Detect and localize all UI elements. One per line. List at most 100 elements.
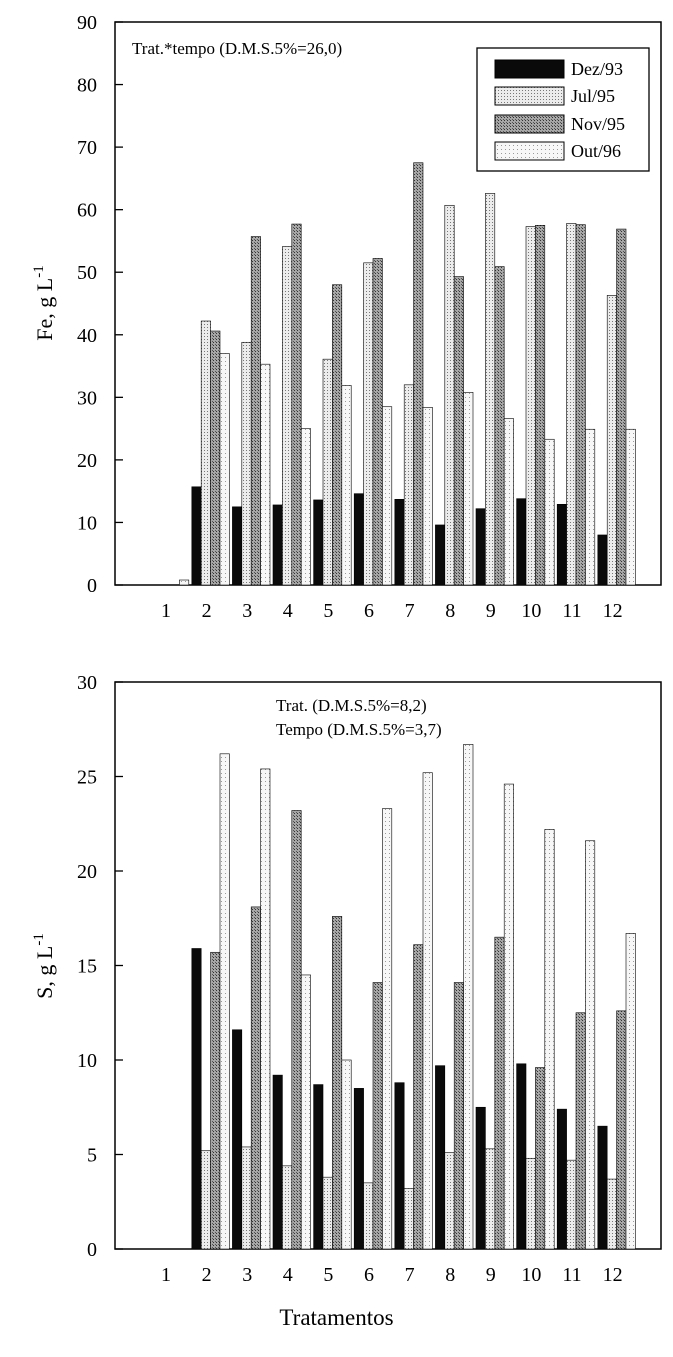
- s-bar-dez93: [353, 1088, 364, 1250]
- s-bar-out96: [300, 974, 311, 1250]
- fe-x-tick-label: 11: [562, 600, 581, 622]
- fe-x-tick-label: 10: [521, 600, 541, 622]
- s-bar-out96: [341, 1059, 352, 1250]
- s-bar-jul95: [241, 1146, 252, 1250]
- s-x-tick-label: 11: [562, 1264, 581, 1286]
- fe-bar-dez93: [353, 493, 364, 586]
- fe-y-tick-label: 20: [77, 450, 97, 472]
- s-bar-dez93: [475, 1106, 486, 1250]
- s-bar-dez93: [232, 1029, 243, 1250]
- fe-bar-jul95: [485, 193, 496, 586]
- fe-bar-nov95: [210, 330, 221, 586]
- s-bars: [191, 744, 636, 1250]
- s-bar-nov95: [616, 1010, 627, 1250]
- fe-bar-jul95: [241, 341, 252, 586]
- fe-y-tick-label: 60: [77, 200, 97, 222]
- fe-y-tick-label: 30: [77, 387, 97, 409]
- fe-bar-dez93: [556, 503, 567, 586]
- s-bar-jul95: [282, 1165, 293, 1250]
- legend-label-dez93: Dez/93: [571, 59, 623, 79]
- s-x-tick-label: 7: [405, 1264, 415, 1286]
- legend-entry-dez93: Dez/93: [494, 59, 623, 79]
- s-bar-dez93: [394, 1082, 405, 1250]
- s-bar-nov95: [453, 982, 464, 1250]
- s-y-tick-label: 30: [77, 672, 97, 694]
- s-bar-out96: [422, 772, 433, 1250]
- fe-bar-nov95: [453, 276, 464, 586]
- fe-bar-out96: [382, 406, 393, 586]
- fe-bar-out96: [422, 407, 433, 586]
- s-bar-jul95: [403, 1188, 414, 1250]
- s-bar-out96: [219, 753, 230, 1250]
- fe-bar-dez93: [232, 506, 243, 586]
- fe-bar-nov95: [575, 224, 586, 586]
- s-bar-nov95: [332, 916, 343, 1250]
- fe-bar-out96: [625, 428, 636, 586]
- legend-swatch-jul95: [494, 86, 565, 106]
- s-y-axis-title: S, g L-1: [31, 933, 57, 999]
- fe-x-axis: 1 2 3 4 5 6 7 8 9 10 11 12: [161, 600, 623, 622]
- fe-bar-out96: [341, 385, 352, 586]
- legend-swatch-out96: [494, 141, 565, 161]
- s-x-tick-label: 6: [364, 1264, 374, 1286]
- s-y-tick-label: 0: [87, 1239, 97, 1261]
- fe-y-tick-label: 50: [77, 262, 97, 284]
- fe-bar-out96: [219, 353, 230, 586]
- s-y-tick-label: 15: [77, 956, 97, 978]
- legend-label-out96: Out/96: [571, 141, 621, 161]
- fe-x-tick-label: 7: [405, 600, 415, 622]
- fe-bar-out96: [260, 363, 271, 586]
- fe-x-tick-label: 2: [202, 600, 212, 622]
- s-y-tick-label: 10: [77, 1050, 97, 1072]
- s-bar-dez93: [435, 1065, 446, 1250]
- fe-bar-dez93: [313, 499, 324, 586]
- s-x-tick-label: 4: [283, 1264, 293, 1286]
- legend-entry-out96: Out/96: [494, 141, 621, 161]
- fe-bar-out96: [585, 428, 596, 586]
- fe-x-tick-label: 1: [161, 600, 171, 622]
- fe-bar-nov95: [413, 162, 424, 586]
- fe-bar-nov95: [494, 266, 505, 586]
- s-bar-dez93: [272, 1074, 283, 1250]
- s-bar-jul95: [200, 1150, 211, 1250]
- fe-bar-jul95: [606, 295, 617, 586]
- fe-bar-dez93: [191, 486, 202, 586]
- s-bar-out96: [585, 840, 596, 1250]
- s-bar-dez93: [597, 1125, 608, 1250]
- s-bar-out96: [382, 808, 393, 1250]
- fe-annotation: Trat.*tempo (D.M.S.5%=26,0): [132, 39, 342, 58]
- fe-bar-nov95: [372, 258, 383, 586]
- fe-bar-nov95: [291, 223, 302, 586]
- s-bar-nov95: [210, 951, 221, 1250]
- fe-bar-out96: [463, 392, 474, 586]
- fe-y-tick-label: 0: [87, 575, 97, 597]
- fe-bar-out96: [179, 579, 190, 586]
- legend-entry-jul95: Jul/95: [494, 86, 615, 106]
- fe-bar-dez93: [435, 524, 446, 586]
- fe-x-tick-label: 12: [603, 600, 623, 622]
- legend-swatch-nov95: [494, 114, 565, 134]
- fe-y-tick-label: 10: [77, 512, 97, 534]
- s-bar-out96: [463, 744, 474, 1250]
- s-bar-nov95: [250, 906, 261, 1250]
- s-bar-out96: [260, 768, 271, 1250]
- s-bar-jul95: [444, 1152, 455, 1250]
- legend-label-jul95: Jul/95: [571, 86, 615, 106]
- s-bar-dez93: [516, 1063, 527, 1250]
- fe-bar-jul95: [322, 358, 333, 586]
- fe-x-tick-label: 9: [486, 600, 496, 622]
- s-x-tick-label: 9: [486, 1264, 496, 1286]
- fe-bars: [179, 162, 636, 586]
- fe-bar-jul95: [566, 223, 577, 586]
- fe-bar-dez93: [475, 508, 486, 586]
- fe-bar-jul95: [200, 320, 211, 586]
- s-bar-nov95: [575, 1012, 586, 1250]
- fe-bar-dez93: [597, 534, 608, 586]
- fe-x-tick-label: 3: [242, 600, 252, 622]
- fe-bar-nov95: [616, 228, 627, 586]
- s-x-axis: 1 2 3 4 5 6 7 8 9 10 11 12: [161, 1264, 623, 1286]
- s-bar-jul95: [525, 1157, 536, 1250]
- s-annotation-line-2: Tempo (D.M.S.5%=3,7): [276, 720, 442, 739]
- fe-x-tick-label: 4: [283, 600, 293, 622]
- fe-y-axis: 0 10 20 30 40 50 60 70 80 90: [77, 12, 123, 597]
